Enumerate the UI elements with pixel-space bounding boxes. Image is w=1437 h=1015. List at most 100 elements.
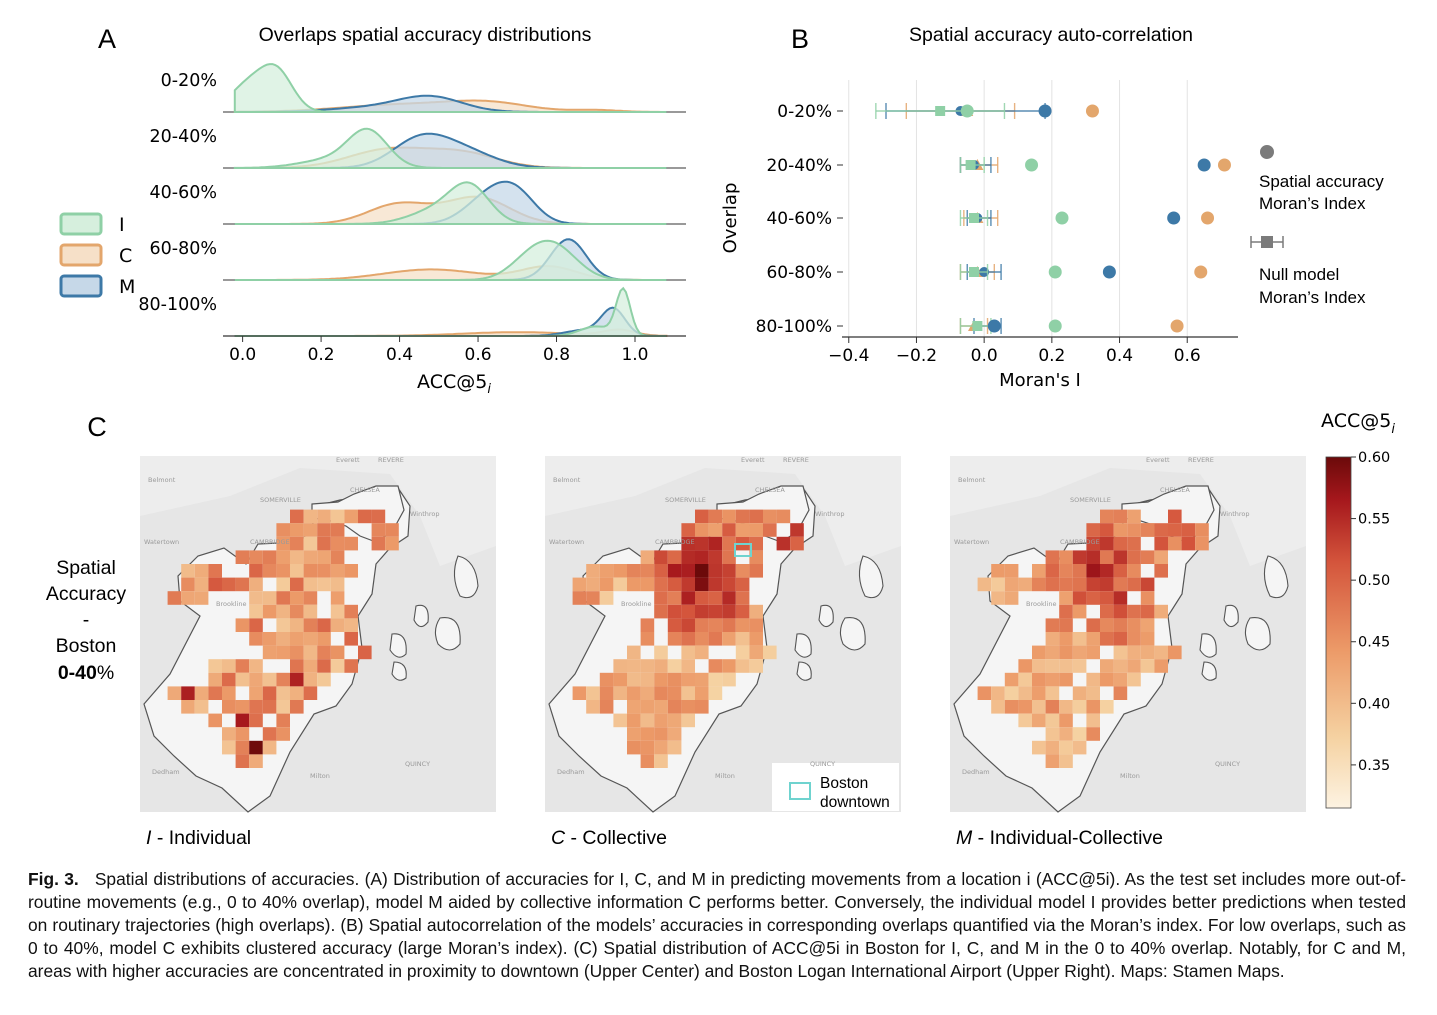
map-cell bbox=[1086, 713, 1100, 728]
map-cell bbox=[1032, 564, 1046, 578]
map-cell bbox=[1086, 523, 1100, 537]
map-cell bbox=[1140, 523, 1155, 537]
map-cell bbox=[749, 564, 763, 578]
map-cell bbox=[695, 700, 709, 714]
map-cell bbox=[654, 659, 668, 673]
map-cell bbox=[1045, 645, 1060, 660]
map-cell bbox=[1127, 632, 1141, 646]
map-cell bbox=[1113, 686, 1128, 700]
map-cell bbox=[1140, 604, 1155, 619]
map-cell bbox=[1045, 713, 1060, 728]
map-cell bbox=[249, 618, 263, 632]
legend-swatch-C bbox=[59, 243, 103, 267]
map-cell bbox=[1059, 604, 1073, 619]
map-cell bbox=[1059, 727, 1073, 741]
map-cell bbox=[208, 713, 222, 728]
x-tick-label: 0.2 bbox=[1038, 346, 1065, 366]
x-tick-label: 0.4 bbox=[386, 345, 413, 365]
map-cell bbox=[1072, 632, 1087, 646]
x-tick-label: 0.8 bbox=[543, 345, 570, 365]
colorbar-tick-label: 0.60 bbox=[1358, 450, 1390, 466]
map-cell bbox=[695, 604, 709, 619]
moran-point-I-20-40% bbox=[1025, 158, 1039, 172]
moran-point-I-60-80% bbox=[1048, 265, 1062, 279]
map-cell bbox=[708, 686, 723, 700]
map-place-name: Watertown bbox=[954, 538, 989, 546]
map-cell bbox=[1059, 645, 1073, 660]
map-cell bbox=[330, 618, 345, 632]
ridge-row-40-60%: 40-60% bbox=[150, 180, 686, 225]
map-cell bbox=[290, 564, 304, 578]
map-cell bbox=[735, 591, 750, 605]
map-cell bbox=[276, 604, 290, 619]
downtown-legend-line1: Boston bbox=[820, 775, 868, 792]
moran-point-M-80-100% bbox=[987, 319, 1001, 333]
map-cell bbox=[1168, 509, 1182, 524]
map-cell bbox=[1100, 564, 1114, 578]
map-cell bbox=[235, 713, 250, 728]
map-cell bbox=[235, 727, 250, 741]
map-cell bbox=[181, 700, 195, 714]
map-cell bbox=[776, 509, 791, 524]
map-cell bbox=[654, 754, 668, 768]
row-label-line2: Accuracy bbox=[46, 583, 126, 605]
map-cell bbox=[249, 672, 263, 687]
map-island bbox=[434, 616, 461, 651]
map-cell bbox=[344, 618, 358, 632]
map-cell bbox=[317, 509, 331, 524]
map-cell bbox=[208, 564, 222, 578]
map-cell bbox=[640, 740, 655, 755]
map-cell bbox=[262, 727, 277, 741]
map-cell bbox=[667, 740, 682, 755]
map-cell bbox=[654, 727, 668, 741]
moran-point-C-80-100% bbox=[1170, 319, 1184, 333]
ridge-row-60-80%: 60-80% bbox=[150, 238, 686, 281]
map-cell bbox=[1072, 604, 1087, 619]
map-cell bbox=[303, 672, 318, 687]
map-cell bbox=[303, 659, 318, 673]
colorbar-tick-label: 0.55 bbox=[1358, 512, 1390, 528]
map-cell bbox=[303, 564, 318, 578]
map-cell bbox=[991, 686, 1005, 700]
moran-point-C-0-20% bbox=[1085, 104, 1099, 118]
legend-moran-line2: Moran’s Index bbox=[1259, 194, 1366, 213]
map-cell bbox=[249, 577, 263, 592]
map-cell bbox=[1127, 550, 1141, 564]
map-cell bbox=[1032, 659, 1046, 673]
maps: I - Individual C - Collective M - Individu… bbox=[140, 456, 1306, 849]
y-tick-label: 0-20% bbox=[777, 102, 832, 122]
map-cell bbox=[1045, 632, 1060, 646]
map-cell bbox=[627, 686, 641, 700]
map-cell bbox=[303, 591, 318, 605]
map-cell bbox=[1127, 509, 1141, 524]
map-cell bbox=[1004, 672, 1019, 687]
map-cell bbox=[1045, 659, 1060, 673]
map-cell bbox=[776, 536, 791, 551]
map-cell bbox=[1086, 700, 1100, 714]
map-cell bbox=[1018, 713, 1032, 728]
map-cell bbox=[1127, 523, 1141, 537]
map-cell bbox=[640, 659, 655, 673]
map-cell bbox=[235, 700, 250, 714]
map-cell bbox=[222, 672, 236, 687]
map-cell bbox=[208, 672, 222, 687]
ridge-curve-I bbox=[234, 181, 667, 225]
map-cell bbox=[1004, 564, 1019, 578]
map-cell bbox=[1154, 536, 1168, 551]
moran-point-I-0-20% bbox=[960, 104, 974, 118]
map-cell bbox=[735, 564, 750, 578]
map-cell bbox=[640, 577, 655, 592]
map-place-name: CAMBRIDGE bbox=[250, 538, 290, 546]
map-cell bbox=[276, 686, 290, 700]
map-cell bbox=[695, 509, 709, 524]
map-place-name: Everett bbox=[741, 456, 765, 464]
map-cell bbox=[194, 577, 209, 592]
map-cell bbox=[208, 686, 222, 700]
map-cell bbox=[681, 577, 695, 592]
map-M: M - Individual-Collective bbox=[950, 456, 1306, 849]
null-model-I-40-60% bbox=[959, 210, 989, 226]
ridge-row-label: 60-80% bbox=[150, 239, 217, 259]
map-cell bbox=[1045, 754, 1060, 768]
map-cell bbox=[1032, 686, 1046, 700]
map-cell bbox=[695, 523, 709, 537]
